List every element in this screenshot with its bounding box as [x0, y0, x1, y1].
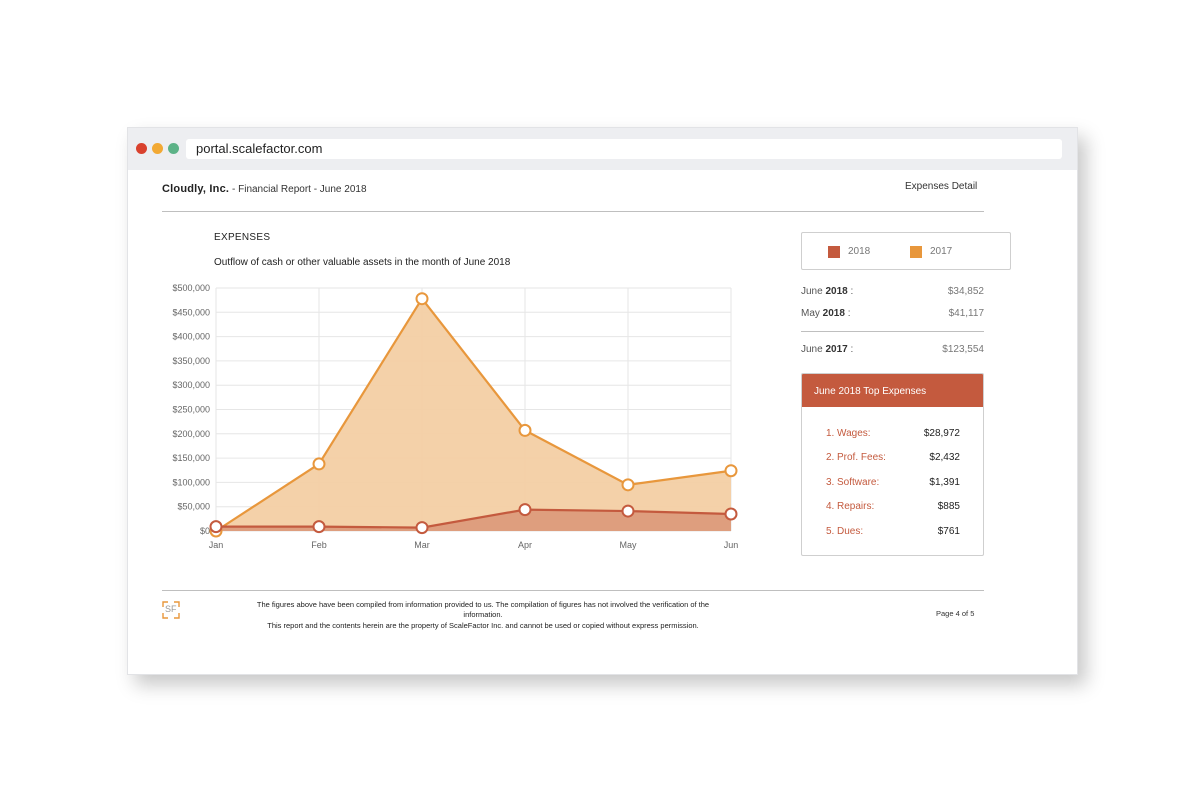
- y-tick-label: $450,000: [172, 307, 210, 317]
- legend-swatch-2017: [910, 246, 922, 258]
- scalefactor-logo: SF: [162, 601, 180, 619]
- stats-divider: [801, 331, 984, 332]
- data-point-2018: [415, 521, 429, 535]
- disclaimer-line-1: The figures above have been compiled fro…: [256, 600, 710, 619]
- stat-label: June 2017 :: [801, 344, 854, 355]
- x-tick-label: Mar: [414, 540, 430, 550]
- top-expenses-card: June 2018 Top Expenses 1. Wages: $28,972…: [801, 373, 984, 556]
- top-expenses-header: June 2018 Top Expenses: [802, 374, 983, 407]
- data-point-2017: [415, 292, 429, 306]
- data-point-2018: [724, 507, 738, 521]
- close-window-icon[interactable]: [136, 143, 147, 154]
- data-point-2017: [518, 423, 532, 437]
- x-tick-label: Apr: [518, 540, 532, 550]
- y-tick-label: $0: [200, 526, 210, 536]
- expense-rank: 4.: [826, 501, 835, 512]
- url-text: portal.scalefactor.com: [196, 141, 323, 156]
- x-tick-label: Jun: [724, 540, 739, 550]
- expense-name: Software:: [837, 477, 880, 488]
- expenses-area-chart: $0 $50,000 $100,000 $150,000 $200,000 $250,00…: [172, 283, 739, 550]
- expense-amount: $761: [937, 526, 960, 537]
- x-tick-label: Jan: [209, 540, 224, 550]
- expense-rank: 3.: [826, 477, 835, 488]
- data-point-2018: [621, 504, 635, 518]
- data-point-2017: [621, 478, 635, 492]
- data-point-2017: [312, 457, 326, 471]
- top-expenses-title: June 2018 Top Expenses: [814, 386, 927, 397]
- top-expense-item[interactable]: 2. Prof. Fees: $2,432: [826, 452, 960, 466]
- stat-label: May 2018 :: [801, 308, 851, 319]
- y-tick-label: $250,000: [172, 405, 210, 415]
- header-divider: [162, 211, 984, 212]
- y-tick-label: $200,000: [172, 429, 210, 439]
- expense-amount: $2,432: [929, 452, 960, 463]
- y-tick-label: $500,000: [172, 283, 210, 293]
- top-expense-item[interactable]: 4. Repairs: $885: [826, 501, 960, 515]
- stat-label: June 2018 :: [801, 286, 854, 297]
- data-point-2018: [518, 503, 532, 517]
- y-tick-label: $300,000: [172, 380, 210, 390]
- report-subtitle: - Financial Report - June 2018: [232, 184, 367, 195]
- x-tick-label: May: [619, 540, 637, 550]
- stat-value: $34,852: [947, 286, 984, 297]
- data-point-2018: [209, 520, 223, 534]
- stat-june-2018: June 2018 : $34,852: [801, 286, 984, 300]
- series-area-2017: [216, 298, 731, 531]
- stat-may-2018: May 2018 : $41,117: [801, 308, 984, 322]
- y-tick-label: $150,000: [172, 453, 210, 463]
- address-bar[interactable]: portal.scalefactor.com: [186, 139, 1062, 159]
- stat-june-2017: June 2017 : $123,554: [801, 344, 984, 358]
- expense-rank: 5.: [826, 526, 835, 537]
- disclaimer-line-2: This report and the contents herein are …: [267, 621, 699, 630]
- legend-swatch-2018: [828, 246, 840, 258]
- expense-rank: 1.: [826, 428, 835, 439]
- y-tick-label: $400,000: [172, 332, 210, 342]
- logo-frame-icon: [162, 601, 180, 619]
- section-description: Outflow of cash or other valuable assets…: [214, 257, 511, 268]
- expense-amount: $28,972: [923, 428, 960, 439]
- series-line-2018: [216, 508, 732, 529]
- expense-name: Repairs:: [837, 501, 875, 512]
- browser-titlebar: portal.scalefactor.com: [128, 128, 1077, 170]
- data-point-2017: [724, 464, 738, 478]
- data-point-2018: [312, 520, 326, 534]
- chart-legend: 2018 2017: [801, 232, 1011, 270]
- top-expense-item[interactable]: 3. Software: $1,391: [826, 477, 960, 491]
- expenses-detail-label: Expenses Detail: [905, 181, 978, 192]
- y-tick-label: $50,000: [177, 502, 210, 512]
- y-tick-label: $350,000: [172, 356, 210, 366]
- expense-name: Prof. Fees:: [837, 452, 886, 463]
- footer-divider: [162, 590, 984, 591]
- expense-name: Dues:: [837, 526, 864, 537]
- series-area-2018: [216, 509, 731, 531]
- expense-name: Wages:: [837, 428, 871, 439]
- stat-value: $123,554: [942, 344, 984, 355]
- logo-text: SF: [165, 604, 177, 614]
- top-expense-item[interactable]: 5. Dues: $761: [826, 526, 960, 540]
- minimize-window-icon[interactable]: [152, 143, 163, 154]
- stat-value: $41,117: [948, 308, 984, 319]
- legend-label-2017: 2017: [930, 246, 953, 257]
- expense-amount: $885: [937, 501, 960, 512]
- page-number: Page 4 of 5: [936, 609, 975, 618]
- maximize-window-icon[interactable]: [168, 143, 179, 154]
- company-name: Cloudly, Inc.: [162, 183, 230, 195]
- y-tick-label: $100,000: [172, 477, 210, 487]
- expense-amount: $1,391: [929, 477, 960, 488]
- section-title: EXPENSES: [214, 232, 271, 243]
- series-line-2017: [215, 296, 732, 532]
- expense-rank: 2.: [826, 452, 835, 463]
- x-tick-label: Feb: [311, 540, 327, 550]
- legend-label-2018: 2018: [848, 246, 871, 257]
- browser-window: portal.scalefactor.com Cloudly, Inc. - F…: [127, 127, 1078, 675]
- top-expense-item[interactable]: 1. Wages: $28,972: [826, 428, 960, 442]
